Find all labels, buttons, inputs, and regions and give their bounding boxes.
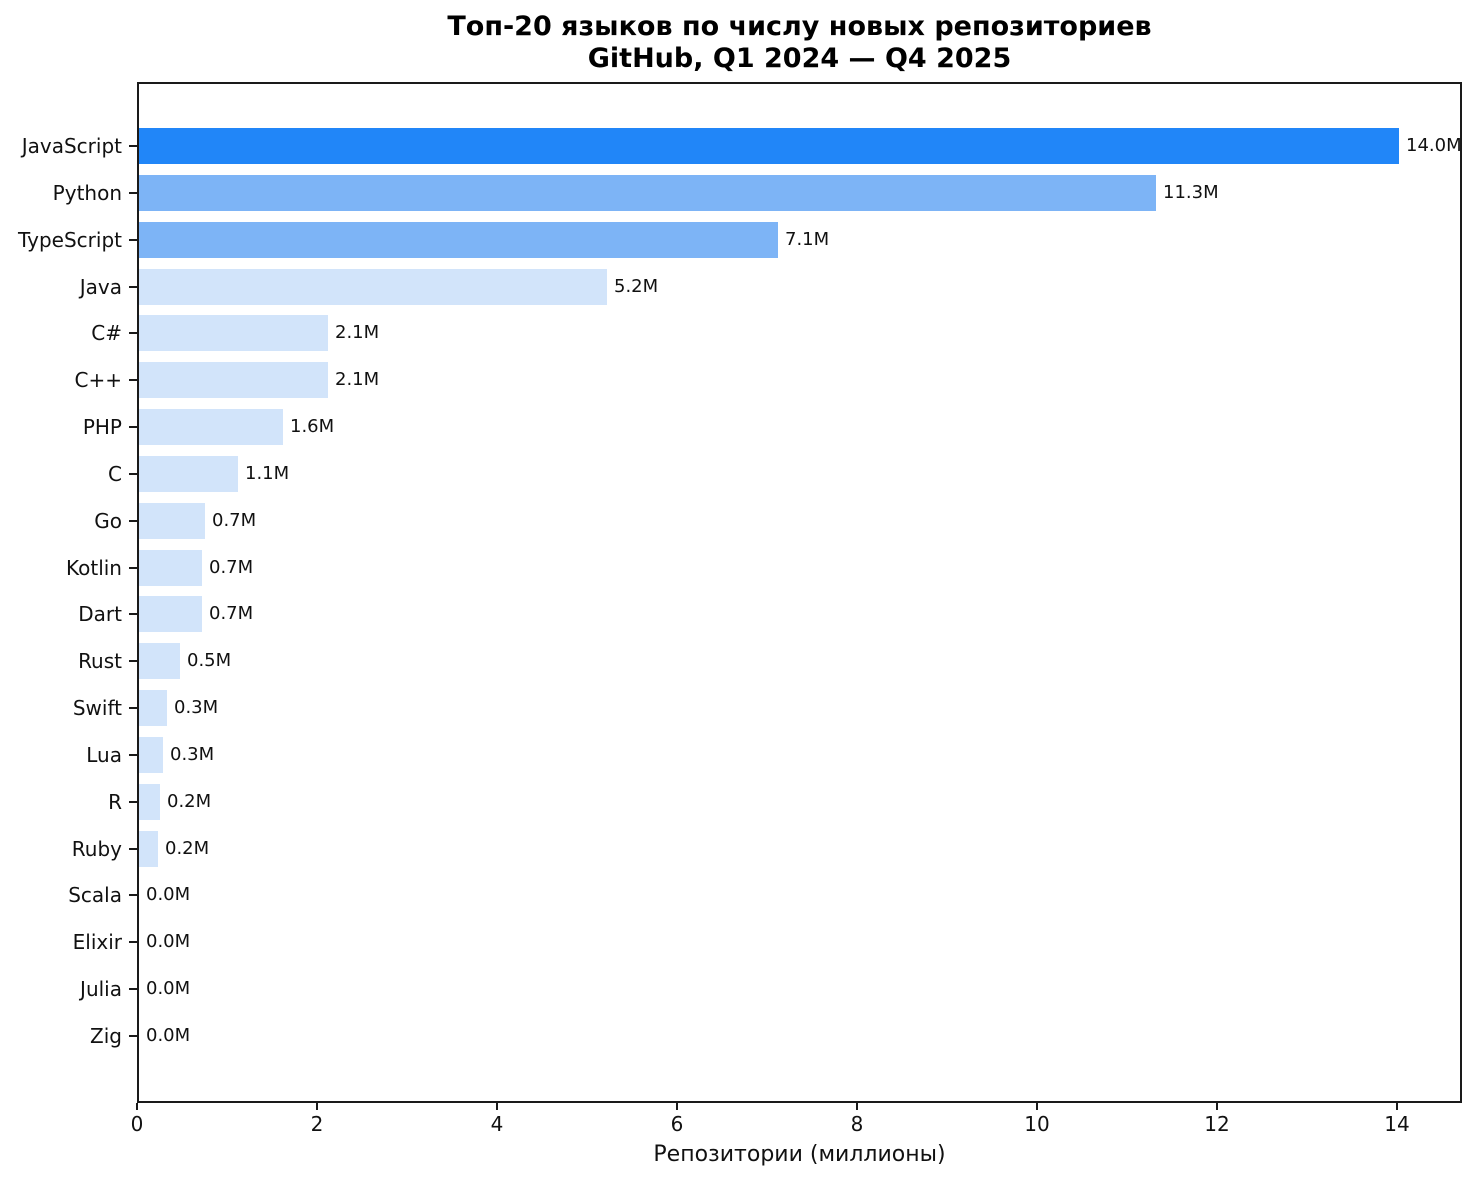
y-axis-label: Swift [72,696,122,721]
bar-value-label: 7.1M [785,228,830,250]
y-axis-label: C# [91,321,122,346]
bar-value-label: 14.0M [1406,135,1462,156]
plot-area: 14.0M 11.3M 7.1M 5.2M 2.1M 2.1M 1.6M 1.1M 0.7M 0.… [137,82,1462,1103]
y-axis-label: TypeScript [18,227,122,252]
x-tick-label: 8 [850,1112,864,1136]
x-tick [1216,1103,1218,1110]
y-tick [129,941,137,944]
y-axis-label: R [108,789,122,814]
y-tick [129,753,137,756]
y-axis-label: Elixir [72,930,122,955]
y-tick [129,800,137,803]
y-axis-label: Zig [90,1023,122,1048]
y-tick [129,285,137,288]
y-axis-label: JavaScript [21,134,122,158]
x-tick [1036,1103,1038,1110]
bar-value-label: 2.1M [335,322,380,344]
bar [139,362,328,399]
bar-value-label: 0.2M [167,790,212,812]
y-tick [129,519,137,522]
x-tick [496,1103,498,1110]
bar-value-label: 0.5M [187,650,232,672]
bar [139,221,778,258]
x-tick [856,1103,858,1110]
y-axis-label: Dart [78,602,122,627]
y-axis-label: Julia [80,977,122,1002]
y-axis-label: Lua [86,742,122,767]
x-axis-title: Репозитории (миллионы) [653,1142,946,1167]
bar [139,409,283,446]
y-tick [129,988,137,991]
bar-value-label: 0.3M [170,743,215,765]
bar [139,502,205,539]
bar-value-label: 0.0M [146,978,191,1000]
chart-title: Топ-20 языков по числу новых репозиторие… [137,11,1462,75]
x-tick [676,1103,678,1110]
y-tick [129,191,137,194]
bar-value-label: 0.2M [165,837,210,859]
y-axis-label: Scala [68,883,122,908]
bar-value-label: 1.6M [290,416,335,438]
y-axis-label: Kotlin [66,555,122,580]
bar [139,830,158,867]
x-tick-label: 2 [310,1112,324,1136]
bar [139,596,202,633]
bar-value-label: 5.2M [614,275,659,297]
bar-value-label: 0.0M [146,884,191,906]
bar-value-label: 1.1M [245,462,290,484]
y-axis-label: Go [94,508,122,533]
y-tick [129,145,137,147]
bar-value-label: 0.7M [209,556,254,578]
bar-value-label: 0.7M [209,603,254,625]
bar [139,455,238,492]
y-tick [129,1034,137,1037]
y-tick [129,332,137,335]
x-tick-label: 0 [130,1112,144,1136]
bar-value-label: 0.0M [146,931,191,953]
bar-value-label: 0.7M [212,509,257,531]
chart-title-line2: GitHub, Q1 2024 — Q4 2025 [587,43,1012,74]
x-tick [1396,1103,1398,1110]
y-tick [129,660,137,663]
y-axis-label: PHP [82,415,122,440]
x-tick-label: 10 [1024,1112,1050,1136]
bar [139,690,167,727]
bars-layer: 14.0M 11.3M 7.1M 5.2M 2.1M 2.1M 1.6M 1.1M 0.7M 0.… [139,84,1462,1101]
x-tick-label: 6 [670,1112,684,1136]
x-tick-label: 12 [1204,1112,1230,1136]
x-tick [316,1103,318,1110]
bar-value-label: 2.1M [335,369,380,391]
bar [139,643,180,680]
y-axis-label: Java [79,274,122,299]
x-tick-label: 14 [1384,1112,1410,1136]
y-axis-label: C [108,461,122,486]
y-tick [129,426,137,429]
bar [139,315,328,352]
bar [139,736,163,773]
bar [139,268,607,305]
y-axis-label: C++ [74,368,122,393]
bar [139,783,160,820]
y-tick [129,613,137,616]
y-tick [129,472,137,475]
y-tick [129,238,137,241]
y-axis-label: Rust [78,649,122,674]
y-tick [129,847,137,850]
y-tick [129,707,137,710]
bar [139,128,1399,164]
x-tick-label: 4 [490,1112,504,1136]
bar [139,174,1156,211]
bar-value-label: 0.3M [174,697,219,719]
y-axis-label: Ruby [71,836,122,861]
y-tick [129,379,137,382]
bar-value-label: 0.0M [146,1024,191,1046]
y-tick [129,566,137,569]
bar [139,549,202,586]
bar-value-label: 11.3M [1163,181,1219,203]
chart-title-line1: Топ-20 языков по числу новых репозиторие… [447,11,1152,42]
y-axis-label: Python [52,180,122,205]
y-tick [129,894,137,897]
x-tick [136,1103,138,1110]
